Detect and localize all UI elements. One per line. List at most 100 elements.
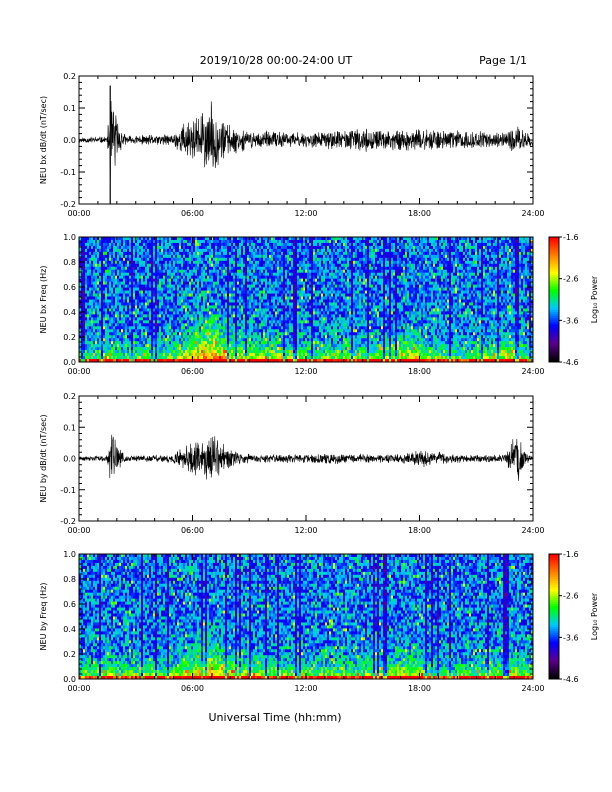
spectrogram-cell: [155, 305, 157, 308]
spectrogram-cell: [153, 294, 155, 297]
spectrogram-cell: [163, 314, 165, 317]
spectrogram-cell: [233, 311, 235, 314]
spectrogram-cell: [149, 279, 151, 282]
spectrogram-cell: [211, 326, 213, 329]
spectrogram-cell: [131, 270, 133, 273]
spectrogram-cell: [195, 332, 197, 335]
spectrogram-cell: [181, 291, 183, 294]
spectrogram-cell: [171, 300, 173, 303]
spectrogram-cell: [243, 261, 245, 264]
spectrogram-cell: [245, 240, 247, 243]
spectrogram-cell: [243, 350, 245, 353]
spectrogram-cell: [223, 240, 225, 243]
spectrogram-cell: [281, 341, 283, 344]
spectrogram-cell: [95, 282, 97, 285]
spectrogram-cell: [173, 314, 175, 317]
spectrogram-cell: [91, 282, 93, 285]
spectrogram-cell: [105, 246, 107, 249]
spectrogram-cell: [159, 258, 161, 261]
spectrogram-cell: [277, 305, 279, 308]
spectrogram-cell: [217, 320, 219, 323]
spectrogram-cell: [255, 243, 257, 246]
spectrogram-cell: [213, 270, 215, 273]
spectrogram-cell: [285, 273, 287, 276]
spectrogram-cell: [289, 308, 291, 311]
spectrogram-cell: [99, 240, 101, 243]
spectrogram-cell: [241, 273, 243, 276]
spectrogram-cell: [297, 267, 299, 270]
spectrogram-cell: [175, 279, 177, 282]
spectrogram-cell: [109, 291, 111, 294]
spectrogram-cell: [141, 314, 143, 317]
spectrogram-cell: [217, 326, 219, 329]
spectrogram-cell: [277, 258, 279, 261]
spectrogram-cell: [271, 243, 273, 246]
spectrogram-cell: [85, 264, 87, 267]
spectrogram-cell: [211, 249, 213, 252]
spectrogram-cell: [203, 305, 205, 308]
spectrogram-cell: [199, 317, 201, 320]
spectrogram-cell: [237, 317, 239, 320]
spectrogram-cell: [301, 282, 303, 285]
spectrogram-cell: [241, 320, 243, 323]
spectrogram-cell: [117, 335, 119, 338]
spectrogram-cell: [303, 338, 305, 341]
spectrogram-cell: [297, 338, 299, 341]
spectrogram-cell: [99, 335, 101, 338]
spectrogram-cell: [125, 243, 127, 246]
spectrogram-cell: [191, 297, 193, 300]
spectrogram-cell: [207, 297, 209, 300]
spectrogram-cell: [283, 276, 285, 279]
spectrogram-cell: [261, 288, 263, 291]
spectrogram-cell: [109, 261, 111, 264]
spectrogram-cell: [141, 261, 143, 264]
spectrogram-cell: [149, 305, 151, 308]
spectrogram-cell: [307, 294, 309, 297]
spectrogram-cell: [157, 326, 159, 329]
spectrogram-cell: [137, 255, 139, 258]
spectrogram-cell: [103, 300, 105, 303]
spectrogram-cell: [173, 264, 175, 267]
spectrogram-cell: [265, 246, 267, 249]
spectrogram-cell: [199, 273, 201, 276]
spectrogram-cell: [293, 353, 295, 356]
spectrogram-cell: [273, 332, 275, 335]
spectrogram-cell: [147, 323, 149, 326]
spectrogram-cell: [155, 320, 157, 323]
spectrogram-cell: [253, 294, 255, 297]
spectrogram-cell: [253, 317, 255, 320]
spectrogram-cell: [267, 347, 269, 350]
spectrogram-cell: [103, 240, 105, 243]
spectrogram-cell: [143, 300, 145, 303]
spectrogram-cell: [253, 332, 255, 335]
spectrogram-cell: [235, 252, 237, 255]
spectrogram-cell: [191, 341, 193, 344]
spectrogram-cell: [169, 300, 171, 303]
spectrogram-cell: [231, 270, 233, 273]
spectrogram-cell: [303, 240, 305, 243]
spectrogram-cell: [223, 255, 225, 258]
spectrogram-cell: [257, 279, 259, 282]
spectrogram-cell: [121, 329, 123, 332]
spectrogram-cell: [209, 252, 211, 255]
spectrogram-cell: [167, 285, 169, 288]
spectrogram-cell: [167, 350, 169, 353]
spectrogram-cell: [229, 249, 231, 252]
spectrogram-cell: [303, 344, 305, 347]
spectrogram-cell: [189, 311, 191, 314]
spectrogram-cell: [229, 356, 231, 359]
spectrogram-cell: [245, 246, 247, 249]
spectrogram-cell: [177, 332, 179, 335]
spectrogram-cell: [271, 252, 273, 255]
spectrogram-cell: [145, 240, 147, 243]
spectrogram-cell: [233, 300, 235, 303]
spectrogram-cell: [139, 270, 141, 273]
spectrogram-cell: [245, 332, 247, 335]
spectrogram-cell: [215, 261, 217, 264]
spectrogram-cell: [299, 311, 301, 314]
spectrogram-cell: [101, 353, 103, 356]
spectrogram-cell: [199, 323, 201, 326]
spectrogram-cell: [285, 270, 287, 273]
spectrogram-cell: [233, 273, 235, 276]
spectrogram-cell: [227, 314, 229, 317]
